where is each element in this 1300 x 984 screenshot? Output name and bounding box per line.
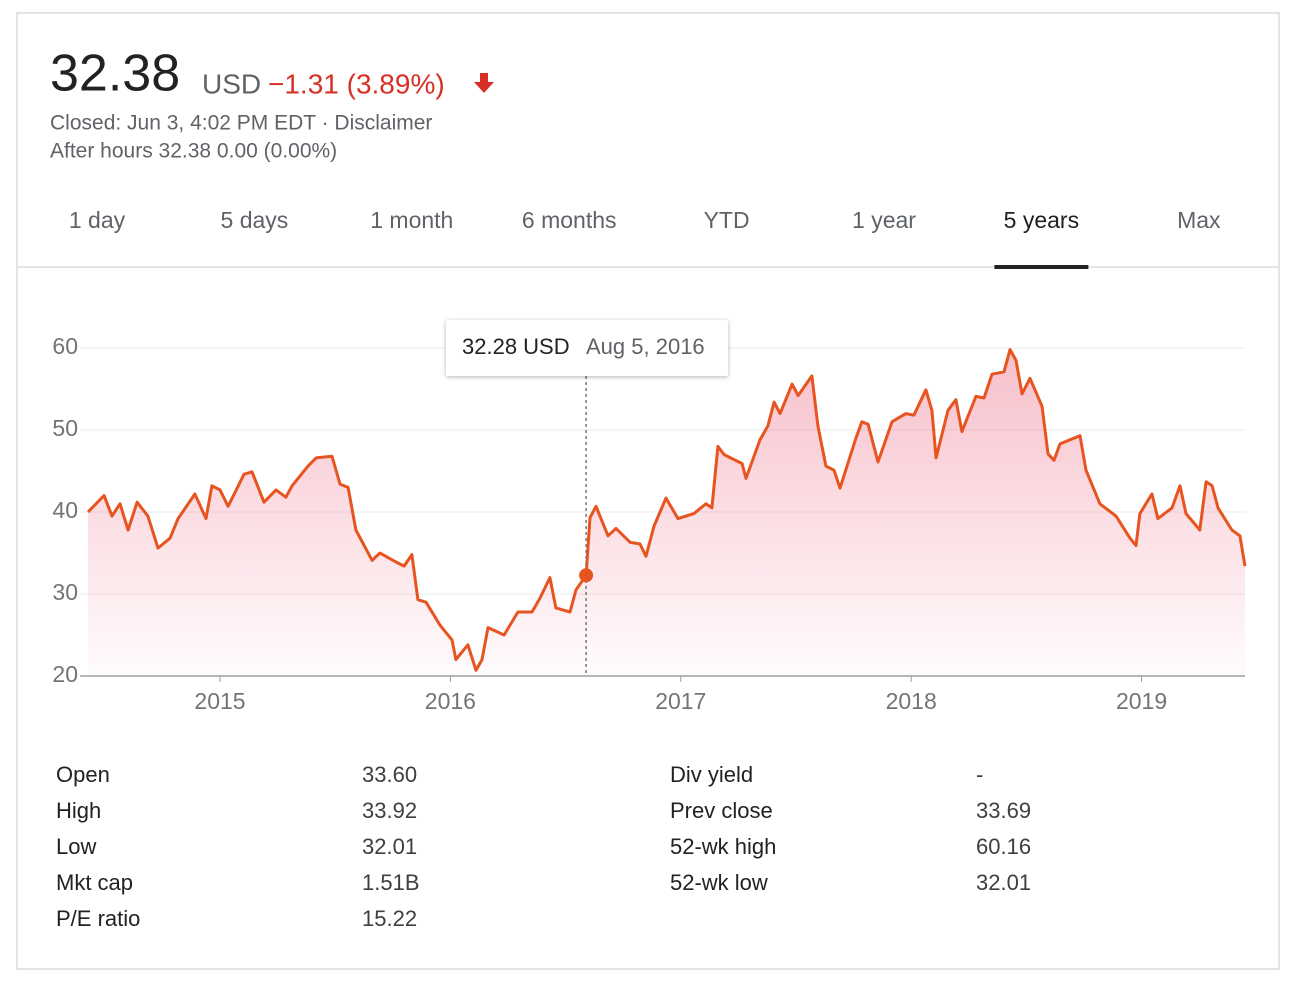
x-tick-label: 2018 — [886, 688, 937, 714]
tab[interactable]: Max — [1177, 207, 1221, 233]
area-fill — [88, 349, 1245, 676]
stat-value: 33.69 — [976, 798, 1031, 823]
price-line — [86, 348, 1247, 672]
tab[interactable]: 5 years — [1004, 207, 1079, 233]
tooltip-value: 32.28 USD — [462, 334, 570, 359]
price-change: −1.31 (3.89%) — [268, 68, 445, 99]
tab[interactable]: YTD — [704, 207, 750, 233]
tab-bar: 1 day 5 days 1 month 6 months YTD 1 year 5 yea… — [69, 207, 1221, 269]
x-tick-label: 2019 — [1116, 688, 1167, 714]
stat-value: 1.51B — [362, 870, 420, 895]
tooltip-box — [446, 320, 728, 376]
tab[interactable]: 6 months — [522, 207, 617, 233]
x-tick-label: 2016 — [425, 688, 476, 714]
stat-value: 60.16 — [976, 834, 1031, 859]
stat-value: 15.22 — [362, 906, 417, 931]
y-tick-label: 40 — [52, 497, 78, 523]
x-tick-label: 2017 — [655, 688, 706, 714]
currency: USD — [202, 68, 261, 99]
stat-value: 32.01 — [976, 870, 1031, 895]
stat-label: 52-wk high — [670, 834, 776, 859]
hover-point — [579, 568, 594, 583]
chart: 20 30 40 50 60 2015 2016 2017 2018 2019 32.28 USD A… — [52, 320, 1247, 714]
after-hours: After hours 32.38 0.00 (0.00%) — [50, 140, 337, 163]
stat-label: Open — [56, 762, 110, 787]
tab[interactable]: 1 year — [852, 207, 916, 233]
down-arrow — [474, 73, 494, 93]
stat-label: Prev close — [670, 798, 773, 823]
stat-value: 33.92 — [362, 798, 417, 823]
y-tick-label: 50 — [52, 415, 78, 441]
tab[interactable]: 5 days — [221, 207, 289, 233]
active-tab-indicator — [994, 265, 1089, 269]
stat-label: Low — [56, 834, 96, 859]
stat-label: P/E ratio — [56, 906, 140, 931]
stat-value: 33.60 — [362, 762, 417, 787]
x-tick-label: 2015 — [194, 688, 245, 714]
tooltip-date: Aug 5, 2016 — [586, 334, 705, 359]
stat-label: High — [56, 798, 101, 823]
stat-label: Div yield — [670, 762, 753, 787]
y-tick-label: 60 — [52, 333, 78, 359]
stat-value: - — [976, 762, 983, 787]
y-tick-label: 30 — [52, 579, 78, 605]
y-tick-label: 20 — [52, 661, 78, 687]
price: 32.38 — [50, 45, 180, 103]
tab[interactable]: 1 day — [69, 207, 126, 233]
tab[interactable]: 1 month — [370, 207, 453, 233]
status: Closed: Jun 3, 4:02 PM EDT · Disclaimer — [50, 112, 432, 135]
stats-table: Open 33.60 High 33.92 Low 32.01 Mkt cap 1.51B P/… — [56, 762, 1031, 931]
stat-value: 32.01 — [362, 834, 417, 859]
stat-label: Mkt cap — [56, 870, 133, 895]
stat-label: 52-wk low — [670, 870, 768, 895]
